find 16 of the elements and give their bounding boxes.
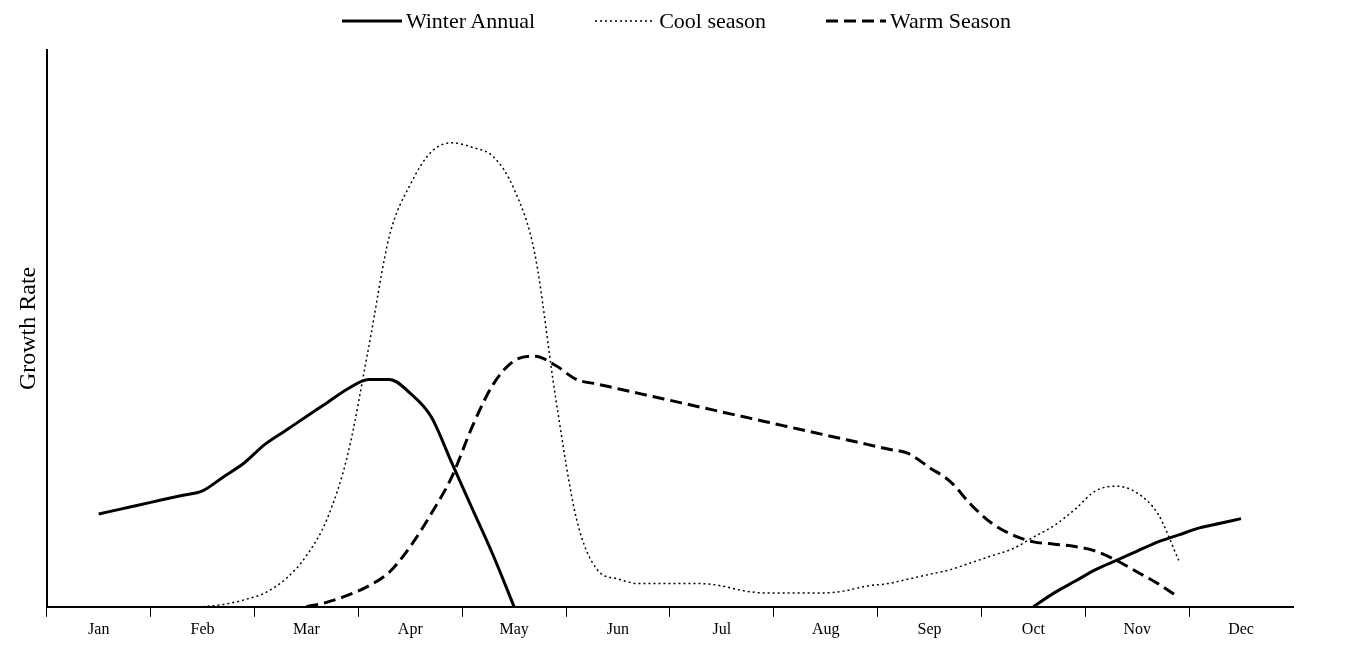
x-tick-label: Mar <box>293 619 321 637</box>
x-tick-label: May <box>499 619 529 638</box>
x-tick-label: Dec <box>1228 619 1254 637</box>
x-tick-label: Jan <box>88 619 110 637</box>
legend-label: Cool season <box>659 8 767 34</box>
x-tick-label: Sep <box>917 619 942 638</box>
x-tick-label: Aug <box>811 619 840 638</box>
x-tick-label: Nov <box>1123 619 1152 637</box>
y-axis-title: Growth Rate <box>13 266 40 391</box>
x-tick-label: Apr <box>397 619 424 638</box>
x-tick-label: Oct <box>1021 619 1046 637</box>
legend-label: Warm Season <box>890 8 1012 34</box>
x-tick-label: Feb <box>190 619 215 637</box>
legend-label: Winter Annual <box>405 8 536 34</box>
x-tick-label: Jun <box>606 619 630 637</box>
x-tick-label: Jul <box>712 619 732 637</box>
